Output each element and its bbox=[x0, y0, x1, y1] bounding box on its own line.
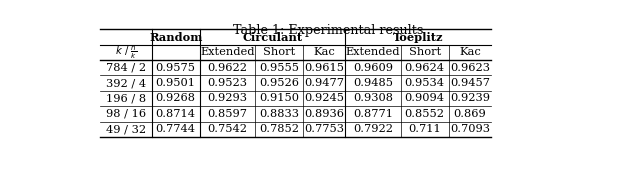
Text: 0.9457: 0.9457 bbox=[450, 78, 490, 88]
Text: Short: Short bbox=[263, 47, 295, 57]
Text: 0.8597: 0.8597 bbox=[207, 109, 247, 119]
Text: 0.9485: 0.9485 bbox=[353, 78, 393, 88]
Text: 0.9623: 0.9623 bbox=[450, 63, 490, 73]
Text: 784 / 2: 784 / 2 bbox=[106, 63, 146, 73]
Text: 0.9477: 0.9477 bbox=[304, 78, 344, 88]
Text: 0.7753: 0.7753 bbox=[304, 124, 344, 134]
Text: 0.9150: 0.9150 bbox=[259, 93, 299, 103]
Text: 0.9239: 0.9239 bbox=[450, 93, 490, 103]
Text: 0.7093: 0.7093 bbox=[450, 124, 490, 134]
Text: 0.9094: 0.9094 bbox=[404, 93, 445, 103]
Text: 0.9523: 0.9523 bbox=[207, 78, 247, 88]
Text: 0.9534: 0.9534 bbox=[404, 78, 445, 88]
Text: 0.869: 0.869 bbox=[454, 109, 486, 119]
Text: 0.9501: 0.9501 bbox=[156, 78, 196, 88]
Text: 0.7852: 0.7852 bbox=[259, 124, 299, 134]
Text: 0.9555: 0.9555 bbox=[259, 63, 299, 73]
Text: 0.9609: 0.9609 bbox=[353, 63, 393, 73]
Text: 0.9575: 0.9575 bbox=[156, 63, 196, 73]
Text: 0.9308: 0.9308 bbox=[353, 93, 393, 103]
Text: Kac: Kac bbox=[313, 47, 335, 57]
Text: Random: Random bbox=[149, 32, 202, 43]
Text: Short: Short bbox=[408, 47, 441, 57]
Text: Toeplitz: Toeplitz bbox=[393, 32, 444, 43]
Text: 0.7922: 0.7922 bbox=[353, 124, 393, 134]
Text: 0.9526: 0.9526 bbox=[259, 78, 299, 88]
Text: 0.7542: 0.7542 bbox=[207, 124, 247, 134]
Text: Extended: Extended bbox=[346, 47, 401, 57]
Text: 0.7744: 0.7744 bbox=[156, 124, 196, 134]
Text: Circulant: Circulant bbox=[243, 32, 303, 43]
Text: Kac: Kac bbox=[459, 47, 481, 57]
Text: 0.9245: 0.9245 bbox=[304, 93, 344, 103]
Text: Table 1: Experimental results: Table 1: Experimental results bbox=[233, 23, 423, 37]
Text: 0.9293: 0.9293 bbox=[207, 93, 247, 103]
Text: $k\ /\ \frac{n}{k}$: $k\ /\ \frac{n}{k}$ bbox=[115, 44, 137, 61]
Text: 196 / 8: 196 / 8 bbox=[106, 93, 146, 103]
Text: 0.9624: 0.9624 bbox=[404, 63, 445, 73]
Text: 0.8552: 0.8552 bbox=[404, 109, 445, 119]
Text: 0.711: 0.711 bbox=[408, 124, 441, 134]
Text: 0.8771: 0.8771 bbox=[353, 109, 393, 119]
Text: 0.9615: 0.9615 bbox=[304, 63, 344, 73]
Text: 0.8936: 0.8936 bbox=[304, 109, 344, 119]
Text: 98 / 16: 98 / 16 bbox=[106, 109, 146, 119]
Text: 0.8833: 0.8833 bbox=[259, 109, 299, 119]
Text: 0.9622: 0.9622 bbox=[207, 63, 247, 73]
Text: Extended: Extended bbox=[200, 47, 255, 57]
Text: 0.9268: 0.9268 bbox=[156, 93, 196, 103]
Text: 49 / 32: 49 / 32 bbox=[106, 124, 146, 134]
Text: 0.8714: 0.8714 bbox=[156, 109, 196, 119]
Text: 392 / 4: 392 / 4 bbox=[106, 78, 146, 88]
